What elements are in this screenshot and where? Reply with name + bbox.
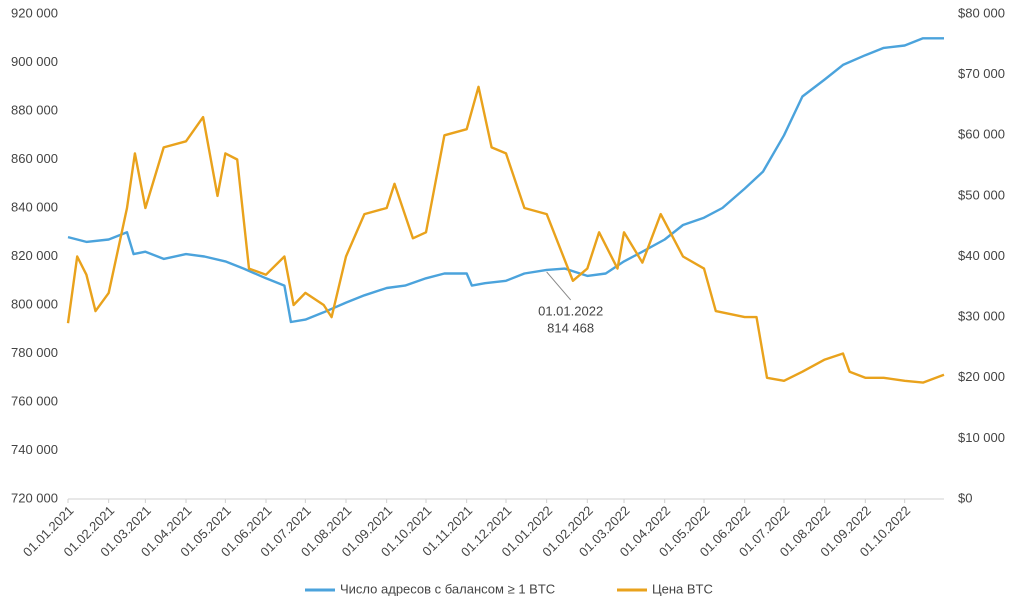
y-tick-label: 740 000 [11, 442, 58, 457]
y-tick-label: 900 000 [11, 54, 58, 69]
y-tick-label: 920 000 [11, 5, 58, 20]
y2-tick-label: $50 000 [958, 187, 1005, 202]
annotation-date: 01.01.2022 [538, 303, 603, 318]
y2-tick-label: $40 000 [958, 248, 1005, 263]
y2-tick-label: $0 [958, 490, 972, 505]
y-tick-label: 720 000 [11, 490, 58, 505]
legend-label: Цена BTC [652, 581, 713, 596]
y2-tick-label: $60 000 [958, 127, 1005, 142]
series-line [67, 37, 944, 324]
y-tick-label: 880 000 [11, 102, 58, 117]
legend-label: Число адресов с балансом ≥ 1 BTC [340, 581, 555, 596]
y2-tick-label: $10 000 [958, 430, 1005, 445]
y-tick-label: 760 000 [11, 393, 58, 408]
y2-tick-label: $70 000 [958, 66, 1005, 81]
y-tick-label: 780 000 [11, 345, 58, 360]
y-tick-label: 800 000 [11, 296, 58, 311]
annotation-leader [546, 271, 572, 301]
y2-tick-label: $80 000 [958, 5, 1005, 20]
y-tick-label: 820 000 [11, 248, 58, 263]
y2-tick-label: $20 000 [958, 369, 1005, 384]
annotation-value: 814 468 [547, 320, 594, 335]
y-tick-label: 860 000 [11, 151, 58, 166]
y-tick-label: 840 000 [11, 199, 58, 214]
series-line [66, 85, 945, 384]
y2-tick-label: $30 000 [958, 309, 1005, 324]
